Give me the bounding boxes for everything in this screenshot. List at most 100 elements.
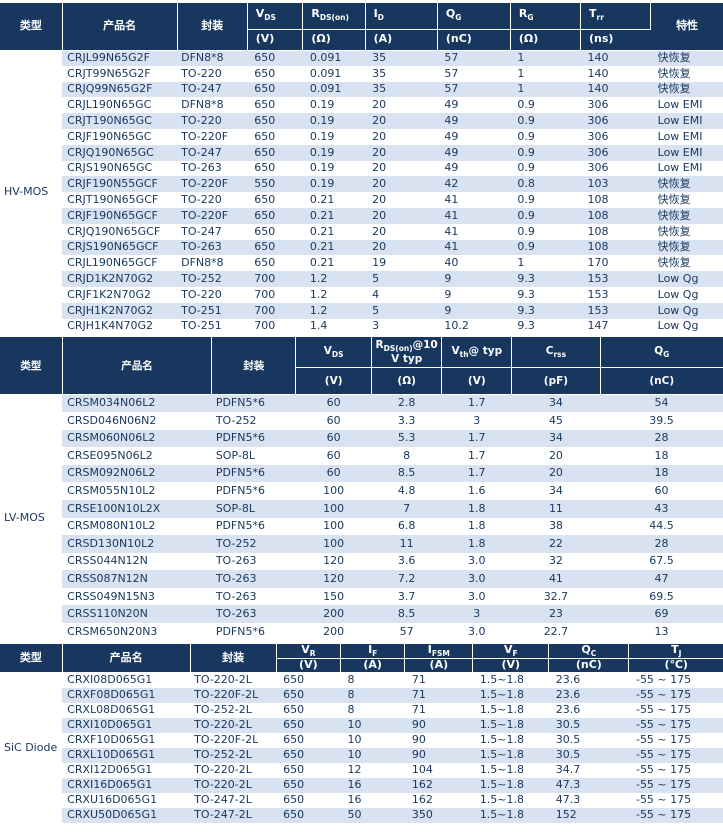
rds-on-cell: 0.21 (302, 239, 366, 256)
column-header-qg: QG (437, 3, 511, 30)
rg-cell: 0.9 (517, 161, 535, 175)
column-header-name: 产品名 (62, 3, 178, 51)
column-unit-vth: (V) (441, 367, 513, 395)
vds-cell: 650 (254, 129, 276, 143)
pkg-cell: TO-251 (181, 319, 222, 333)
vds-cell: 60 (295, 394, 372, 412)
vds-cell: 650 (254, 193, 276, 207)
id-cell: 20 (372, 161, 387, 175)
id-cell: 5 (365, 302, 438, 319)
table-row: CRJT190N65GCF TO-220 650 0.21 20 41 0.9 108 快恢复 (0, 192, 723, 208)
rds-on-10v-cell: 6.8 (397, 519, 416, 533)
vds-cell: 120 (295, 570, 372, 588)
crss-cell: 32.7 (543, 589, 569, 603)
pkg-cell: TO-220F-2L (190, 687, 277, 703)
table-row: CRJQ190N65GC TO-247 650 0.19 20 49 0.9 306 Low E… (0, 144, 723, 161)
name-cell: CRXL08D065G1 (67, 703, 156, 717)
crss-cell: 34 (548, 484, 563, 498)
column-unit-vr: (V) (276, 658, 342, 674)
name-cell: CRSM055N10L2 (67, 484, 156, 498)
trr-cell: 108 (587, 224, 609, 238)
column-unit-tj: (℃) (628, 658, 723, 674)
qg-cell: 39.5 (649, 413, 674, 427)
rds-on-cell: 0.091 (302, 50, 366, 66)
rds-on-cell: 0.19 (302, 144, 366, 161)
qg-cell: 41 (437, 239, 511, 256)
column-unit-if: (A) (340, 658, 406, 674)
table-row: CRJT99N65G2F TO-220 650 0.091 35 57 1 140 快恢复 (0, 66, 723, 82)
type-label-hv-mos: HV-MOS (0, 50, 63, 335)
vds-cell: 60 (295, 464, 372, 483)
trr-cell: 153 (580, 271, 651, 287)
pkg-cell: PDFN5*6 (211, 429, 296, 448)
id-cell: 20 (372, 129, 387, 143)
pkg-cell: TO-220 (181, 287, 222, 301)
qg-cell: 49 (444, 161, 459, 175)
vds-cell: 650 (247, 50, 303, 66)
id-cell: 35 (365, 50, 438, 66)
qc-cell: 34.7 (555, 763, 581, 777)
rds-on-cell: 1.2 (309, 287, 328, 301)
tj-cell: -55 ~ 175 (628, 717, 723, 733)
qg-cell: 49 (437, 144, 511, 161)
rds-on-10v-cell: 7 (371, 499, 442, 518)
vth-cell: 1.7 (468, 448, 486, 462)
rds-on-10v-cell: 4.8 (397, 484, 416, 498)
pkg-cell: PDFN5*6 (215, 519, 265, 533)
column-header-pkg: 封装 (190, 643, 277, 674)
name-cell: CRXI08D065G1 (67, 673, 153, 687)
name-cell: CRJF190N65GC (67, 129, 152, 143)
table-row: CRXF10D065G1 TO-220F-2L 650 10 90 1.5~1.8 30.5… (0, 733, 723, 748)
qc-cell: 23.6 (555, 703, 581, 717)
table-row: CRJL190N65GCF DFN8*8 650 0.21 19 40 1 170 快恢复 (0, 255, 723, 271)
pkg-cell: DFN8*8 (181, 98, 224, 112)
pkg-cell: TO-247 (177, 144, 248, 161)
trr-cell: 108 (580, 207, 651, 224)
pkg-cell: TO-263 (211, 570, 296, 588)
feature-cell: 快恢复 (657, 66, 691, 80)
name-cell: CRSD046N06N2 (67, 413, 157, 427)
name-cell: CRJL99N65G2F (62, 50, 178, 66)
name-cell: CRJF190N55GCF (62, 176, 178, 193)
column-header-vr: VR (276, 643, 342, 660)
vth-cell: 3.0 (468, 589, 486, 603)
column-unit-vf: (V) (472, 658, 550, 674)
qc-cell: 47.3 (548, 777, 629, 793)
table-row: CRSE095N06L2 SOP-8L 60 8 1.7 20 18 (0, 447, 723, 465)
qg-cell: 60 (654, 484, 669, 498)
rg-cell: 0.9 (510, 113, 581, 129)
rg-cell: 9.3 (510, 302, 581, 319)
qg-cell: 57 (437, 81, 511, 98)
name-cell: CRSM060N06L2 (62, 429, 212, 448)
rg-cell: 0.9 (517, 193, 535, 207)
vds-cell: 100 (295, 499, 372, 518)
table-row: CRSM092N06L2 PDFN5*6 60 8.5 1.7 20 18 (0, 464, 723, 483)
vds-cell: 650 (254, 256, 276, 270)
pkg-cell: TO-252 (215, 413, 257, 427)
vf-cell: 1.5~1.8 (479, 703, 525, 717)
qg-cell: 9 (444, 287, 452, 301)
table-row: CRJF190N65GC TO-220F 650 0.19 20 49 0.9 306 Low … (0, 129, 723, 145)
trr-cell: 170 (587, 256, 609, 270)
name-cell: CRXU50D065G1 (62, 807, 191, 823)
feature-cell: 快恢复 (650, 50, 723, 66)
vr-cell: 650 (283, 703, 305, 717)
name-cell: CRXF10D065G1 (67, 733, 156, 747)
column-header-qc: QC (548, 643, 630, 660)
name-cell: CRJT99N65G2F (67, 66, 151, 80)
type-label-lv-mos: LV-MOS (0, 394, 63, 641)
qg-cell: 41 (444, 224, 459, 238)
feature-cell: 快恢复 (657, 193, 691, 207)
crss-cell: 34 (511, 394, 601, 412)
feature-cell: 快恢复 (657, 224, 691, 238)
qc-cell: 152 (548, 807, 629, 823)
name-cell: CRSM034N06L2 (62, 394, 212, 412)
vds-cell: 100 (323, 484, 345, 498)
name-cell: CRSE100N10L2X (62, 499, 212, 518)
pkg-cell: TO-220F (177, 207, 248, 224)
table-row: CRJF190N65GCF TO-220F 650 0.21 20 41 0.9 108 快恢复 (0, 207, 723, 224)
rds-on-cell: 0.21 (309, 256, 335, 270)
pkg-cell: DFN8*8 (177, 50, 248, 66)
name-cell: CRSS087N12N (62, 570, 212, 588)
qg-cell: 18 (600, 464, 723, 483)
